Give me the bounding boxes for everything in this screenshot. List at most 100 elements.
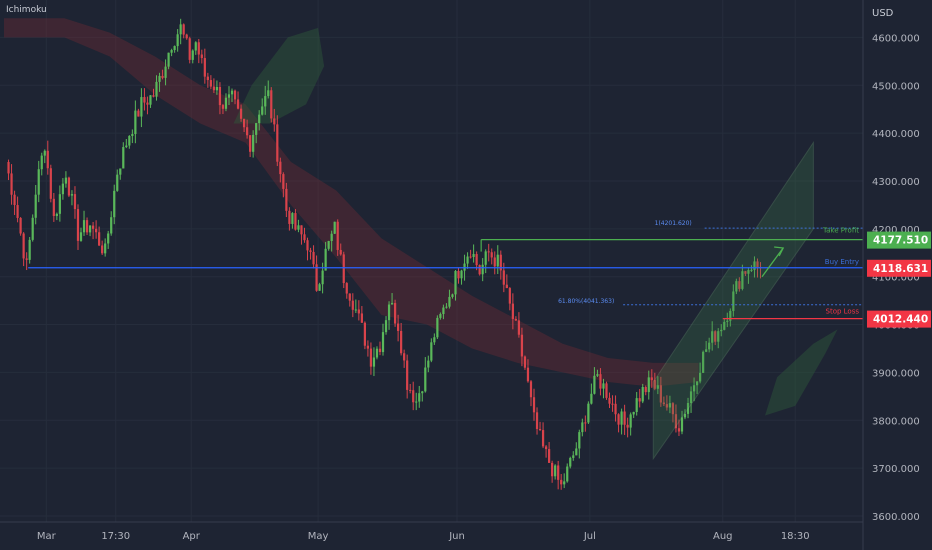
candle (626, 424, 629, 428)
candle (490, 252, 493, 258)
candle (372, 357, 376, 367)
candle (708, 342, 711, 350)
time-tick-label: Aug (713, 531, 733, 542)
fib-618-label: 61.80%(4041.363) (558, 298, 614, 305)
candle (511, 303, 514, 319)
price-tick-label: 3800.000 (872, 416, 920, 427)
candle (593, 375, 596, 394)
candle (255, 123, 258, 135)
candle (393, 303, 397, 324)
candle (605, 383, 608, 398)
candle (212, 86, 215, 91)
candle (246, 127, 249, 136)
candle (699, 372, 702, 382)
candle (233, 90, 237, 100)
candle (249, 135, 252, 152)
target-arrow (761, 247, 784, 278)
candle (381, 332, 385, 353)
candle (544, 446, 548, 450)
candle (294, 213, 297, 230)
candle (170, 50, 173, 53)
candle (632, 411, 635, 415)
candle (324, 248, 327, 271)
candle (469, 256, 472, 258)
candle (49, 168, 52, 199)
candle (43, 150, 46, 156)
price-tick-label: 4200.000 (872, 225, 920, 236)
candle (10, 173, 13, 195)
candle (303, 234, 306, 241)
plot-area (0, 0, 863, 522)
candle (629, 414, 632, 428)
candle (227, 94, 231, 98)
candle (37, 169, 40, 195)
candle (158, 75, 161, 82)
candle (523, 356, 527, 368)
candle (34, 194, 37, 218)
candle (723, 321, 726, 330)
candle (557, 465, 560, 480)
candle (152, 95, 155, 97)
price-channel (652, 141, 814, 461)
candle (155, 81, 158, 97)
candle (167, 52, 170, 67)
candle (635, 398, 638, 412)
candle (300, 225, 303, 235)
candle (403, 353, 406, 361)
candle (705, 349, 708, 352)
candle (463, 263, 466, 271)
candle (596, 374, 599, 376)
candle (282, 174, 285, 189)
candle (508, 288, 511, 304)
candle (366, 345, 370, 349)
take-profit-tag-text: 4177.510 (873, 235, 928, 247)
price-tick-label: 4600.000 (872, 33, 920, 44)
candle (602, 383, 605, 389)
candle (454, 271, 457, 295)
candle (572, 455, 575, 458)
candle (76, 209, 80, 241)
candle (714, 331, 717, 342)
candle (239, 108, 243, 119)
candle (475, 254, 478, 266)
fib-100-label: 1(4201.620) (655, 220, 692, 227)
candle (424, 367, 427, 392)
candle (478, 265, 481, 275)
candle (711, 331, 714, 343)
candle (128, 135, 131, 146)
candle (264, 96, 267, 107)
time-tick-label: Mar (37, 531, 57, 542)
candle (197, 42, 200, 55)
stop-loss-label: Stop Loss (826, 308, 860, 316)
candle (16, 205, 19, 218)
candle (261, 106, 264, 115)
candle (13, 194, 16, 206)
candle (161, 75, 164, 78)
candle (321, 270, 324, 285)
candle (514, 318, 517, 321)
candle (747, 270, 750, 274)
candle (499, 254, 502, 271)
candle (354, 309, 357, 311)
candle (466, 256, 469, 264)
candle (267, 90, 270, 97)
candle (101, 245, 104, 254)
candle (285, 188, 288, 211)
candle (140, 97, 143, 117)
candle (526, 367, 530, 382)
candle (387, 304, 391, 321)
candle (79, 232, 83, 241)
candle (472, 254, 475, 257)
price-tick-label: 4500.000 (872, 81, 920, 92)
candle (662, 402, 665, 405)
candle (327, 241, 330, 249)
candle (52, 198, 55, 216)
candle (345, 283, 348, 294)
candle (242, 118, 246, 128)
candle (137, 110, 140, 117)
candle (563, 481, 566, 485)
candle (566, 466, 569, 482)
candle (647, 377, 650, 393)
candle (107, 233, 110, 244)
